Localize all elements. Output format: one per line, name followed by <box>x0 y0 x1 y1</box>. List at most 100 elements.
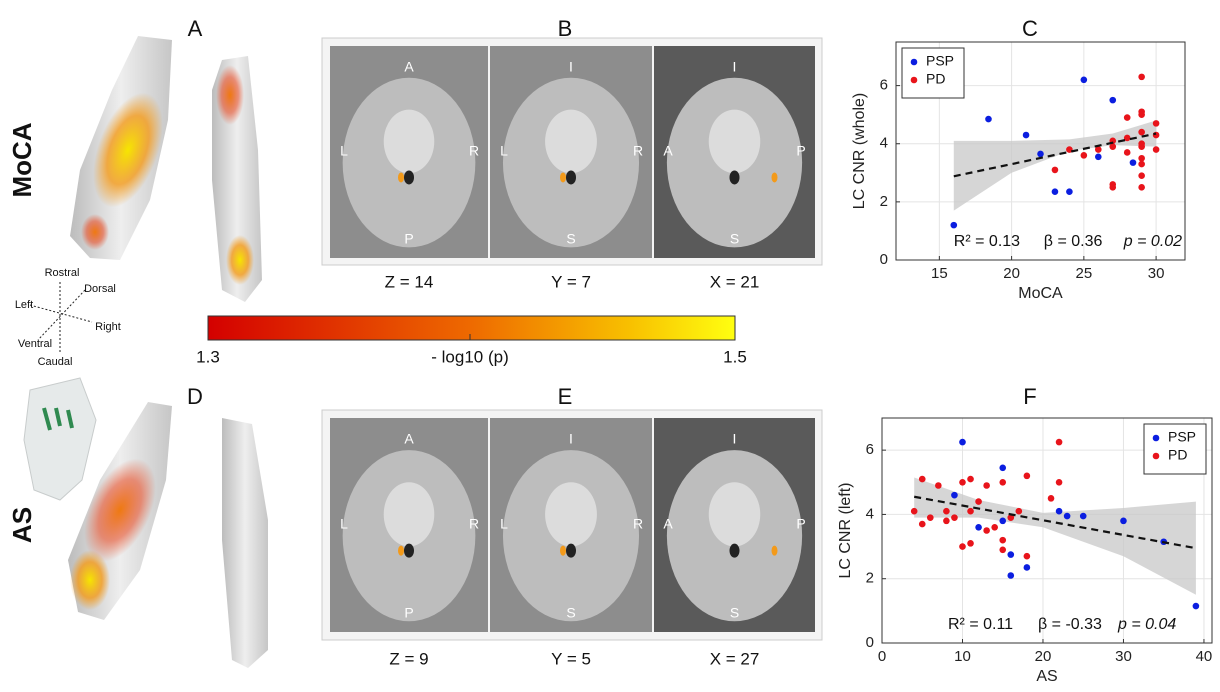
data-point <box>1056 479 1063 486</box>
data-point <box>1138 172 1145 179</box>
data-point <box>1109 97 1116 104</box>
panel-letter: D <box>187 384 203 409</box>
orientation-label: Left <box>15 299 33 311</box>
mri-orientation-label: P <box>796 516 805 532</box>
rendering <box>24 36 268 668</box>
x-tick-label: 30 <box>1115 648 1132 665</box>
data-point <box>985 116 992 123</box>
data-point <box>967 476 974 483</box>
data-point <box>1052 167 1059 174</box>
data-point <box>1081 76 1088 83</box>
data-point <box>1056 508 1063 515</box>
data-point <box>1064 513 1071 520</box>
stat-annotation: β = -0.33 <box>1038 616 1102 633</box>
data-point <box>1023 132 1030 139</box>
mri-orientation-label: L <box>340 143 348 159</box>
data-point <box>1081 152 1088 159</box>
mri-structure <box>709 482 761 546</box>
data-point <box>1056 439 1063 446</box>
orientation-label: Right <box>95 321 121 333</box>
panel-letter: C <box>1022 16 1038 41</box>
orientation-label: Caudal <box>38 356 73 368</box>
mri-structure <box>566 544 576 558</box>
data-point <box>1048 495 1055 502</box>
data-point <box>943 518 950 525</box>
legend-label: PSP <box>926 53 954 69</box>
data-point <box>1052 188 1059 195</box>
colorbar-tick-label: 1.5 <box>723 347 747 366</box>
data-point <box>1080 513 1087 520</box>
slice-caption: Z = 9 <box>389 649 428 668</box>
data-point <box>1109 143 1116 150</box>
y-tick-label: 6 <box>880 77 888 94</box>
slice-caption: Y = 7 <box>551 272 591 291</box>
legend-label: PSP <box>1168 429 1196 445</box>
mri-orientation-label: R <box>633 516 643 532</box>
colorbar-tick-label: 1.3 <box>196 347 220 366</box>
mri-structure <box>730 170 740 184</box>
data-point <box>1066 188 1073 195</box>
slice-caption: X = 21 <box>710 272 760 291</box>
data-point <box>1037 151 1044 158</box>
data-point <box>1138 74 1145 81</box>
mri-structure <box>709 110 761 174</box>
data-point <box>999 546 1006 553</box>
mri-structure <box>566 170 576 184</box>
mri-orientation-label: S <box>730 231 739 247</box>
data-point <box>919 521 926 528</box>
mri-orientation-label: P <box>796 143 805 159</box>
data-point <box>1120 518 1127 525</box>
legend-marker <box>1153 453 1160 460</box>
orientation-label: Dorsal <box>84 283 116 295</box>
x-tick-label: 40 <box>1196 648 1213 665</box>
mri-orientation-label: R <box>469 516 479 532</box>
mri-structure <box>384 482 435 546</box>
data-point <box>1024 473 1031 480</box>
y-tick-label: 2 <box>866 570 874 587</box>
data-point <box>1007 551 1014 558</box>
mri-structure <box>545 110 597 174</box>
data-point <box>999 537 1006 544</box>
figure: Rostral Dorsal Left Right Ventral Caudal… <box>0 0 1220 687</box>
mri-orientation-label: P <box>404 231 413 247</box>
x-tick-label: 20 <box>1035 648 1052 665</box>
mri-orientation-label: I <box>733 59 737 75</box>
data-point <box>1138 111 1145 118</box>
data-point <box>967 540 974 547</box>
data-point <box>1138 143 1145 150</box>
data-point <box>1153 146 1160 153</box>
data-point <box>1130 159 1137 166</box>
data-point <box>959 543 966 550</box>
data-point <box>1193 603 1200 610</box>
data-point <box>975 524 982 531</box>
y-tick-label: 4 <box>880 135 888 152</box>
mri-orientation-label: L <box>500 516 508 532</box>
data-point <box>999 479 1006 486</box>
x-tick-label: 25 <box>1076 265 1093 282</box>
panel-letter: A <box>188 16 203 41</box>
stat-annotation: β = 0.36 <box>1044 233 1103 250</box>
orientation-label: Ventral <box>18 338 52 350</box>
mri-orientation-label: L <box>500 143 508 159</box>
mri-structure <box>730 544 740 558</box>
data-point <box>1024 564 1031 571</box>
data-point <box>1095 154 1102 161</box>
data-point <box>1124 149 1131 156</box>
data-point <box>999 465 1006 472</box>
x-axis-label: AS <box>1036 668 1057 685</box>
mri-structure <box>545 482 597 546</box>
y-tick-label: 0 <box>866 634 874 651</box>
data-point <box>959 479 966 486</box>
mri-orientation-label: A <box>404 59 414 75</box>
slice-caption: Z = 14 <box>385 272 434 291</box>
mri-orientation-label: S <box>566 605 575 621</box>
data-point <box>991 524 998 531</box>
row-label: AS <box>7 507 37 543</box>
data-point <box>919 476 926 483</box>
x-tick-label: 10 <box>954 648 971 665</box>
mri-orientation-label: A <box>663 516 673 532</box>
y-axis-label: LC CNR (whole) <box>851 93 868 209</box>
